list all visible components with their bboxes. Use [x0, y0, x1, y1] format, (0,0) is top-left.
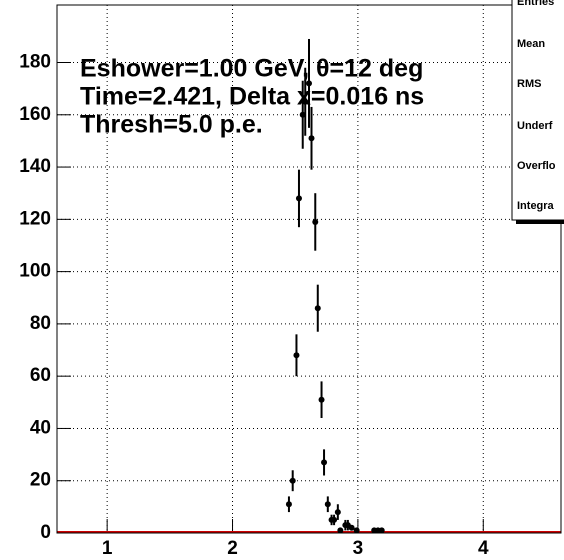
data-point	[331, 516, 338, 523]
data-point	[378, 527, 385, 534]
data-point	[299, 111, 306, 118]
stats-box	[511, 0, 564, 221]
data-point	[324, 501, 331, 508]
data-point	[295, 195, 302, 202]
y-tick-label: 140	[19, 156, 51, 177]
stats-label: Mean	[517, 38, 545, 50]
data-point	[289, 477, 296, 484]
annotation: Thresh=5.0 p.e.	[80, 111, 263, 139]
annotation: Eshower=1.00 GeV, θ=12 deg	[80, 55, 423, 83]
x-tick-label: 1	[102, 538, 113, 559]
data-point	[334, 509, 341, 516]
y-tick-label: 60	[30, 365, 51, 386]
data-point	[293, 352, 300, 359]
frame	[56, 4, 562, 534]
y-tick-label: 180	[19, 52, 51, 73]
data-point	[321, 459, 328, 466]
y-tick-label: 120	[19, 208, 51, 229]
data-point	[337, 527, 344, 534]
x-tick-label: 3	[353, 538, 364, 559]
stats-label: Entries	[517, 0, 554, 8]
y-tick-label: 160	[19, 104, 51, 125]
stats-label: Underf	[517, 120, 553, 132]
x-tick-label: 2	[227, 538, 238, 559]
data-point	[314, 305, 321, 312]
data-point	[312, 218, 319, 225]
data-point	[306, 80, 312, 87]
y-tick-label: 20	[30, 470, 51, 491]
data-point	[285, 501, 292, 508]
data-point	[353, 527, 360, 534]
data-point	[302, 98, 309, 105]
y-tick-label: 40	[30, 417, 51, 438]
y-tick-label: 80	[30, 313, 51, 334]
data-point	[318, 396, 325, 403]
stats-label: Overflo	[517, 160, 556, 172]
data-point	[308, 135, 315, 142]
stats-label: RMS	[517, 78, 541, 90]
annotation: Time=2.421, Delta x=0.016 ns	[80, 83, 424, 111]
y-tick-label: 0	[40, 522, 51, 543]
y-tick-label: 100	[19, 261, 51, 282]
stats-label: Integra	[517, 200, 555, 212]
data-point	[348, 524, 355, 531]
x-tick-label: 4	[478, 538, 489, 559]
